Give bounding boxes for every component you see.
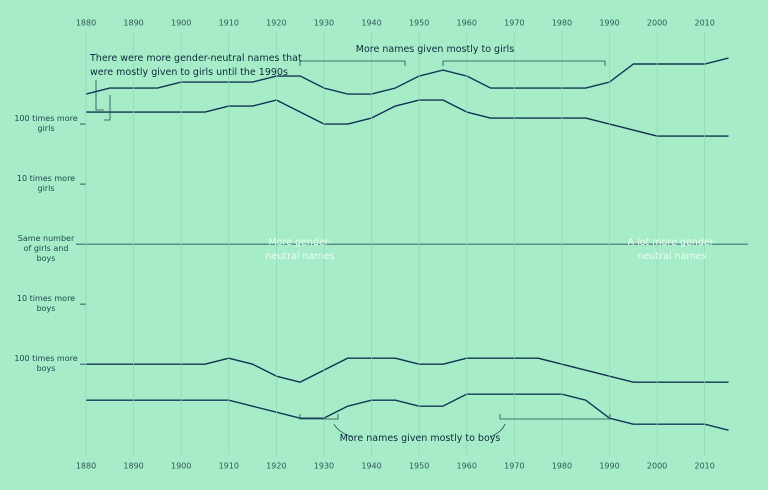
- brackets: [95, 60, 611, 438]
- series-line: [86, 357, 729, 383]
- x-tick-label: 2000: [647, 462, 667, 471]
- annotation: There were more gender-neutral names tha…: [90, 53, 302, 78]
- x-tick-label: 1950: [409, 462, 429, 471]
- x-tick-label: 2000: [647, 19, 667, 28]
- boys-bracket: [299, 414, 339, 420]
- x-tick-label: 2010: [695, 19, 715, 28]
- girls-bracket: [299, 60, 406, 66]
- y-tick-label: 10 times more girls: [16, 174, 76, 194]
- x-tick-label: 1880: [76, 19, 96, 28]
- x-tick-label: 1910: [219, 462, 239, 471]
- x-tick-label: 1980: [552, 462, 572, 471]
- x-tick-label: 1960: [457, 462, 477, 471]
- x-tick-label: 1920: [266, 462, 286, 471]
- annotation: More names given mostly to girls: [355, 44, 515, 55]
- x-tick-label: 1970: [504, 462, 524, 471]
- x-tick-label: 1910: [219, 19, 239, 28]
- x-tick-label: 1900: [171, 19, 191, 28]
- y-tick-label: 100 times more boys: [14, 354, 78, 374]
- annotation: A lot more gender-neutral names: [627, 237, 717, 262]
- x-tick-label: 1890: [123, 462, 143, 471]
- x-tick-label: 1880: [76, 462, 96, 471]
- arrow: [333, 423, 353, 438]
- x-tick-label: 1940: [361, 462, 381, 471]
- annotation: More gender-neutral names: [265, 237, 335, 262]
- arrow: [95, 80, 111, 121]
- x-tick-label: 1920: [266, 19, 286, 28]
- x-tick-label: 1970: [504, 19, 524, 28]
- x-tick-label: 1950: [409, 19, 429, 28]
- x-tick-label: 1900: [171, 462, 191, 471]
- arrow: [489, 423, 506, 438]
- y-tick-label: 100 times more girls: [14, 114, 78, 134]
- x-tick-label: 1940: [361, 19, 381, 28]
- x-tick-label: 1890: [123, 19, 143, 28]
- y-tick-label: Same number of girls and boys: [17, 234, 75, 264]
- annotation: More names given mostly to boys: [339, 433, 501, 444]
- series-line: [86, 393, 729, 431]
- x-tick-label: 1990: [599, 19, 619, 28]
- y-tick-label: 10 times more boys: [16, 294, 76, 314]
- boys-bracket: [499, 414, 611, 420]
- x-tick-label: 2010: [695, 462, 715, 471]
- x-tick-label: 1980: [552, 19, 572, 28]
- x-tick-label: 1930: [314, 19, 334, 28]
- x-tick-label: 1930: [314, 462, 334, 471]
- x-tick-label: 1990: [599, 462, 619, 471]
- series-line: [86, 99, 729, 137]
- x-tick-label: 1960: [457, 19, 477, 28]
- series-line: [85, 57, 729, 95]
- girls-bracket: [442, 60, 606, 66]
